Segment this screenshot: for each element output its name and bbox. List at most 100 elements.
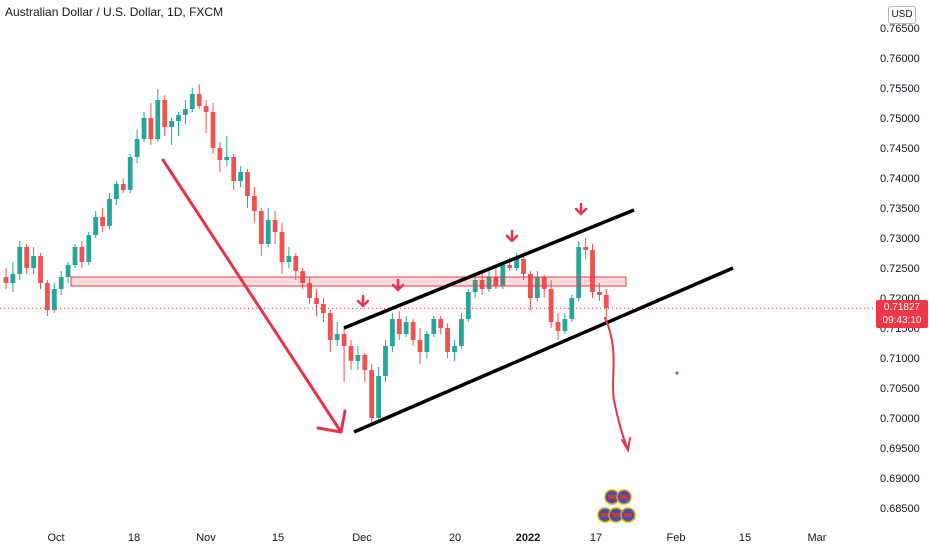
candle-body (452, 346, 457, 352)
event-flag-stripe (624, 513, 632, 517)
candle-body (114, 184, 119, 199)
drawings-layer (0, 158, 876, 523)
candle-body (203, 106, 209, 112)
candle-body (169, 121, 174, 127)
candle-body (17, 247, 23, 274)
event-flag-stripe (612, 513, 620, 517)
candle-body (155, 100, 161, 139)
candle-body (500, 265, 506, 286)
candle-body (569, 298, 575, 319)
candle-body (51, 289, 57, 310)
candle-body (217, 148, 223, 160)
time-tick-label: 17 (590, 532, 602, 544)
candle-body (79, 247, 85, 262)
price-axis: 0.76500 0.76000 0.75500 0.75000 0.74500 0.740… (880, 23, 920, 515)
candle-body (286, 256, 292, 262)
candle-body (355, 355, 361, 361)
candle-body (10, 274, 16, 283)
time-tick-label: 2022 (516, 532, 540, 544)
time-axis: Oct 18 Nov 15 Dec 20 2022 17 Feb 15 Mar (47, 532, 826, 544)
candle-body (403, 322, 409, 334)
candle-body (31, 256, 36, 268)
candle-body (410, 322, 416, 340)
price-tick-label: 0.69500 (880, 443, 920, 455)
candle-body (65, 265, 71, 277)
candle-body (196, 94, 202, 106)
candle-body (362, 355, 368, 370)
time-tick-label: 15 (739, 532, 751, 544)
price-tick-label: 0.71000 (880, 353, 920, 365)
stray-dot (675, 371, 679, 375)
candle-body (583, 247, 588, 250)
candle-body (93, 217, 99, 235)
candle-body (576, 247, 582, 298)
candle-body (245, 172, 250, 196)
price-tick-label: 0.70500 (880, 383, 920, 395)
candle-body (162, 100, 168, 127)
candle-body (321, 304, 326, 313)
time-tick-label: Feb (667, 532, 686, 544)
candle-body (459, 319, 464, 346)
down-marker-head (391, 283, 405, 292)
candle-body (176, 115, 181, 121)
candle-body (231, 157, 237, 181)
candle-body (189, 94, 195, 109)
event-flag-stripe (601, 513, 609, 517)
candle-body (183, 109, 188, 115)
last-price-value: 0.71827 (883, 302, 921, 313)
chart-title: Australian Dollar / U.S. Dollar, 1D, FXC… (5, 5, 224, 19)
resistance-zone (70, 276, 627, 287)
time-tick-label: Dec (352, 532, 372, 544)
candle-body (45, 283, 50, 310)
candle-body (555, 322, 561, 331)
price-tick-label: 0.69000 (880, 473, 920, 485)
candle-body (514, 259, 519, 268)
candle-body (383, 346, 388, 376)
price-tick-label: 0.75500 (880, 83, 920, 95)
price-tick-label: 0.73000 (880, 233, 920, 245)
candle-body (148, 118, 154, 139)
candle-body (465, 292, 471, 319)
candle-body (562, 319, 568, 331)
candle-body (127, 157, 133, 190)
down-marker-head (356, 299, 370, 308)
candle-body (210, 112, 216, 148)
channel-lower-line (353, 266, 734, 434)
candles-layer (3, 84, 609, 424)
candle-body (603, 295, 609, 309)
candle-body (541, 277, 547, 289)
price-tick-label: 0.76500 (880, 23, 920, 35)
candle-body (279, 232, 285, 262)
currency-badge[interactable]: USD (888, 6, 916, 24)
price-tick-label: 0.74500 (880, 143, 920, 155)
candle-body (72, 247, 78, 265)
candle-body (341, 334, 347, 346)
event-flag-stripe (608, 495, 616, 499)
candle-body (438, 319, 444, 328)
candle-body (107, 199, 112, 226)
candle-body (486, 277, 492, 289)
candle-body (390, 319, 395, 346)
down-marker-head (505, 234, 519, 243)
candle-body (24, 247, 30, 268)
candle-body (314, 298, 319, 304)
candle-body (479, 280, 485, 289)
channel-upper-line (343, 208, 635, 330)
downtrend-arrow-line (161, 158, 343, 434)
candle-body (424, 334, 430, 352)
candle-body (445, 328, 450, 352)
candle-body (3, 277, 9, 283)
candle-body (334, 334, 340, 340)
candle-body (272, 220, 278, 232)
candle-body (348, 346, 354, 361)
time-tick-label: Nov (196, 532, 216, 544)
candle-body (431, 319, 437, 334)
candle-body (597, 292, 602, 295)
price-tick-label: 0.68500 (880, 503, 920, 515)
candle-body (376, 376, 381, 418)
projection-arrow-head (621, 437, 631, 453)
candle-body (258, 211, 264, 244)
candle-body (141, 118, 147, 139)
candle-body (327, 313, 333, 340)
